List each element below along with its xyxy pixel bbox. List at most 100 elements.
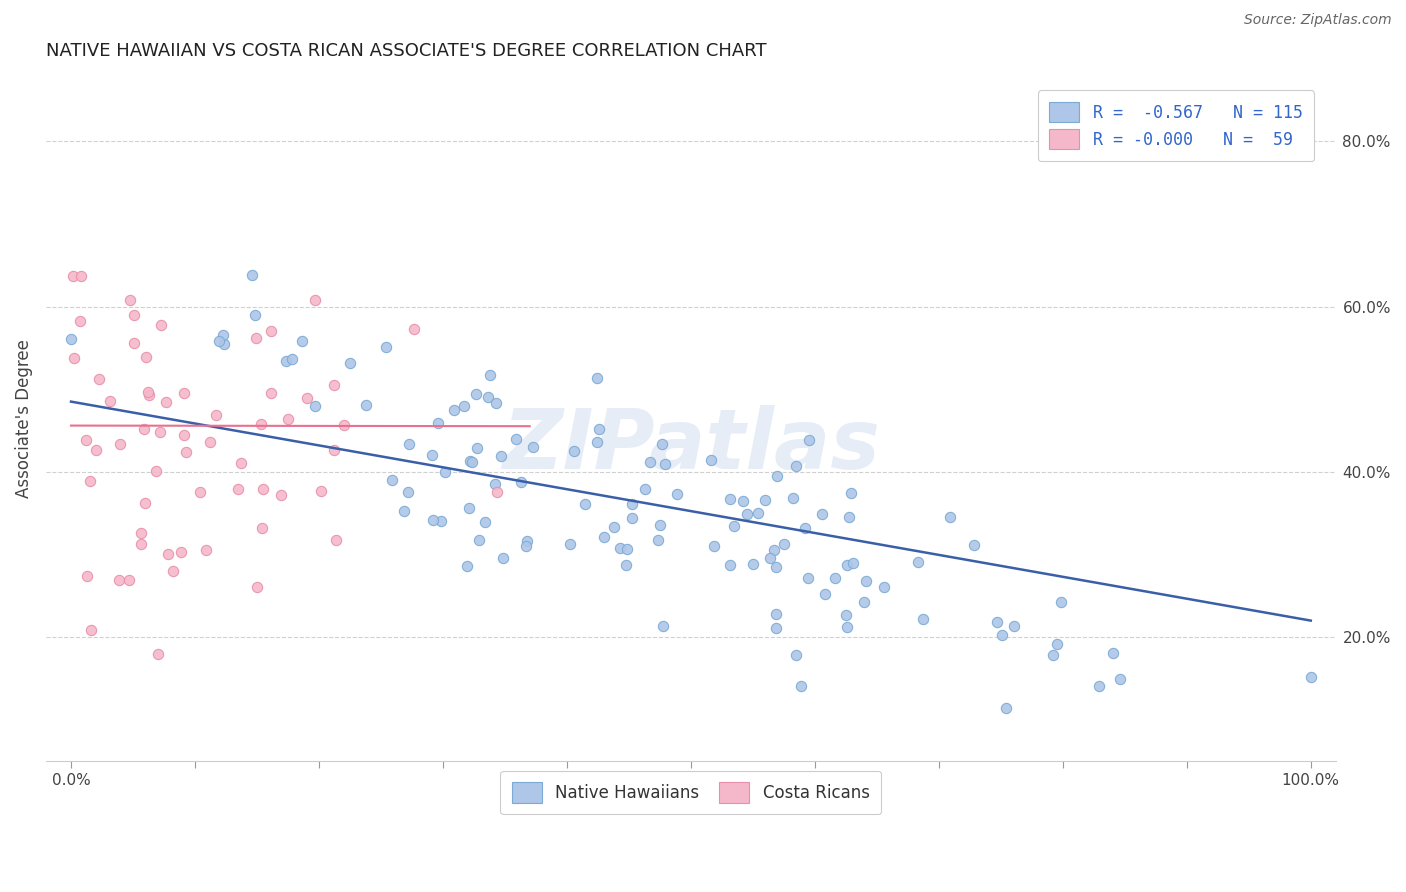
Point [754,493,776,508]
Point [793,521,815,535]
Point [718,491,741,506]
Point [108,437,131,451]
Point [245,331,267,345]
Point [811,508,834,522]
Point [1087,679,1109,693]
Point [703,540,725,554]
Point [322,378,344,392]
Point [516,534,538,549]
Point [456,558,478,573]
Point [835,620,858,634]
Point [333,417,356,432]
Point [835,558,858,572]
Point [70,268,93,283]
Point [136,385,159,400]
Point [758,551,780,566]
Text: Source: ZipAtlas.com: Source: ZipAtlas.com [1244,13,1392,28]
Point [991,628,1014,642]
Point [457,500,479,515]
Point [157,547,180,561]
Point [134,496,156,510]
Point [59,332,82,346]
Point [148,647,170,661]
Point [398,437,420,451]
Point [323,442,346,457]
Point [231,456,253,470]
Point [270,488,292,502]
Point [586,434,609,449]
Point [651,437,673,451]
Point [402,322,425,336]
Point [122,335,145,350]
Point [188,484,211,499]
Point [138,388,160,402]
Point [647,533,669,547]
Point [63,351,86,365]
Point [479,368,502,382]
Point [1002,619,1025,633]
Point [467,441,489,455]
Point [963,538,986,552]
Point [986,615,1008,630]
Point [468,533,491,547]
Point [621,497,644,511]
Point [766,468,789,483]
Point [76,569,98,583]
Point [162,564,184,578]
Point [458,454,481,468]
Point [477,390,499,404]
Point [198,434,221,449]
Text: ZIPatlas: ZIPatlas [502,405,880,486]
Point [731,493,754,508]
Point [246,580,269,594]
Point [245,308,267,322]
Y-axis label: Associate's Degree: Associate's Degree [15,339,32,498]
Point [638,455,661,469]
Point [873,580,896,594]
Legend: Native Hawaiians, Costa Ricans: Native Hawaiians, Costa Ricans [501,771,882,814]
Point [420,448,443,462]
Point [907,555,929,569]
Point [852,595,875,609]
Point [1108,672,1130,686]
Point [381,473,404,487]
Point [574,497,596,511]
Point [79,475,101,489]
Point [700,452,723,467]
Point [785,458,807,473]
Point [274,353,297,368]
Point [735,507,758,521]
Point [211,328,233,343]
Point [277,412,299,426]
Point [564,443,586,458]
Point [149,318,172,333]
Point [603,520,626,534]
Point [226,482,249,496]
Point [842,556,865,570]
Point [122,309,145,323]
Point [84,443,107,458]
Point [291,334,314,348]
Point [464,387,486,401]
Point [207,334,229,349]
Point [838,509,860,524]
Point [118,574,141,588]
Point [558,536,581,550]
Point [422,513,444,527]
Point [118,293,141,307]
Point [489,449,512,463]
Point [485,484,508,499]
Point [260,385,283,400]
Point [790,679,813,693]
Point [339,356,361,370]
Point [939,510,962,524]
Point [651,618,673,632]
Point [718,558,741,573]
Point [434,465,457,479]
Point [634,483,657,497]
Point [149,425,172,439]
Point [129,525,152,540]
Point [995,701,1018,715]
Point [430,514,453,528]
Point [1050,595,1073,609]
